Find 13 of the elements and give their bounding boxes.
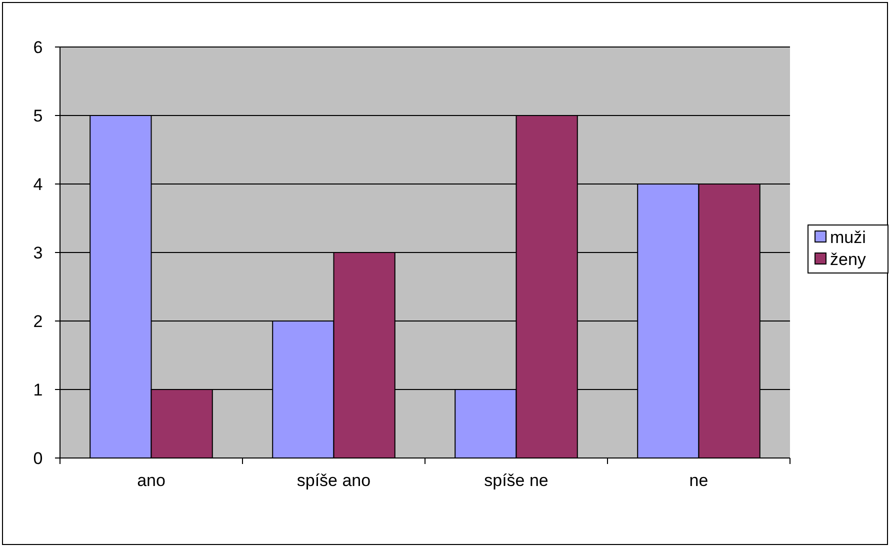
legend-label: muži — [830, 228, 866, 247]
y-tick-label: 6 — [33, 38, 43, 57]
y-tick-label: 1 — [33, 380, 43, 400]
y-tick-label: 2 — [33, 312, 43, 331]
y-tick-label: 4 — [33, 174, 43, 194]
y-tick-label: 5 — [33, 106, 43, 126]
legend-label: ženy — [830, 250, 866, 269]
y-tick-label: 3 — [33, 243, 43, 262]
y-tick-label: 0 — [33, 448, 43, 468]
x-tick-label: ne — [689, 471, 708, 490]
x-tick-label: spíše ano — [296, 471, 371, 490]
x-tick-label: spíše ne — [484, 471, 548, 490]
x-tick-label: ano — [137, 471, 166, 490]
